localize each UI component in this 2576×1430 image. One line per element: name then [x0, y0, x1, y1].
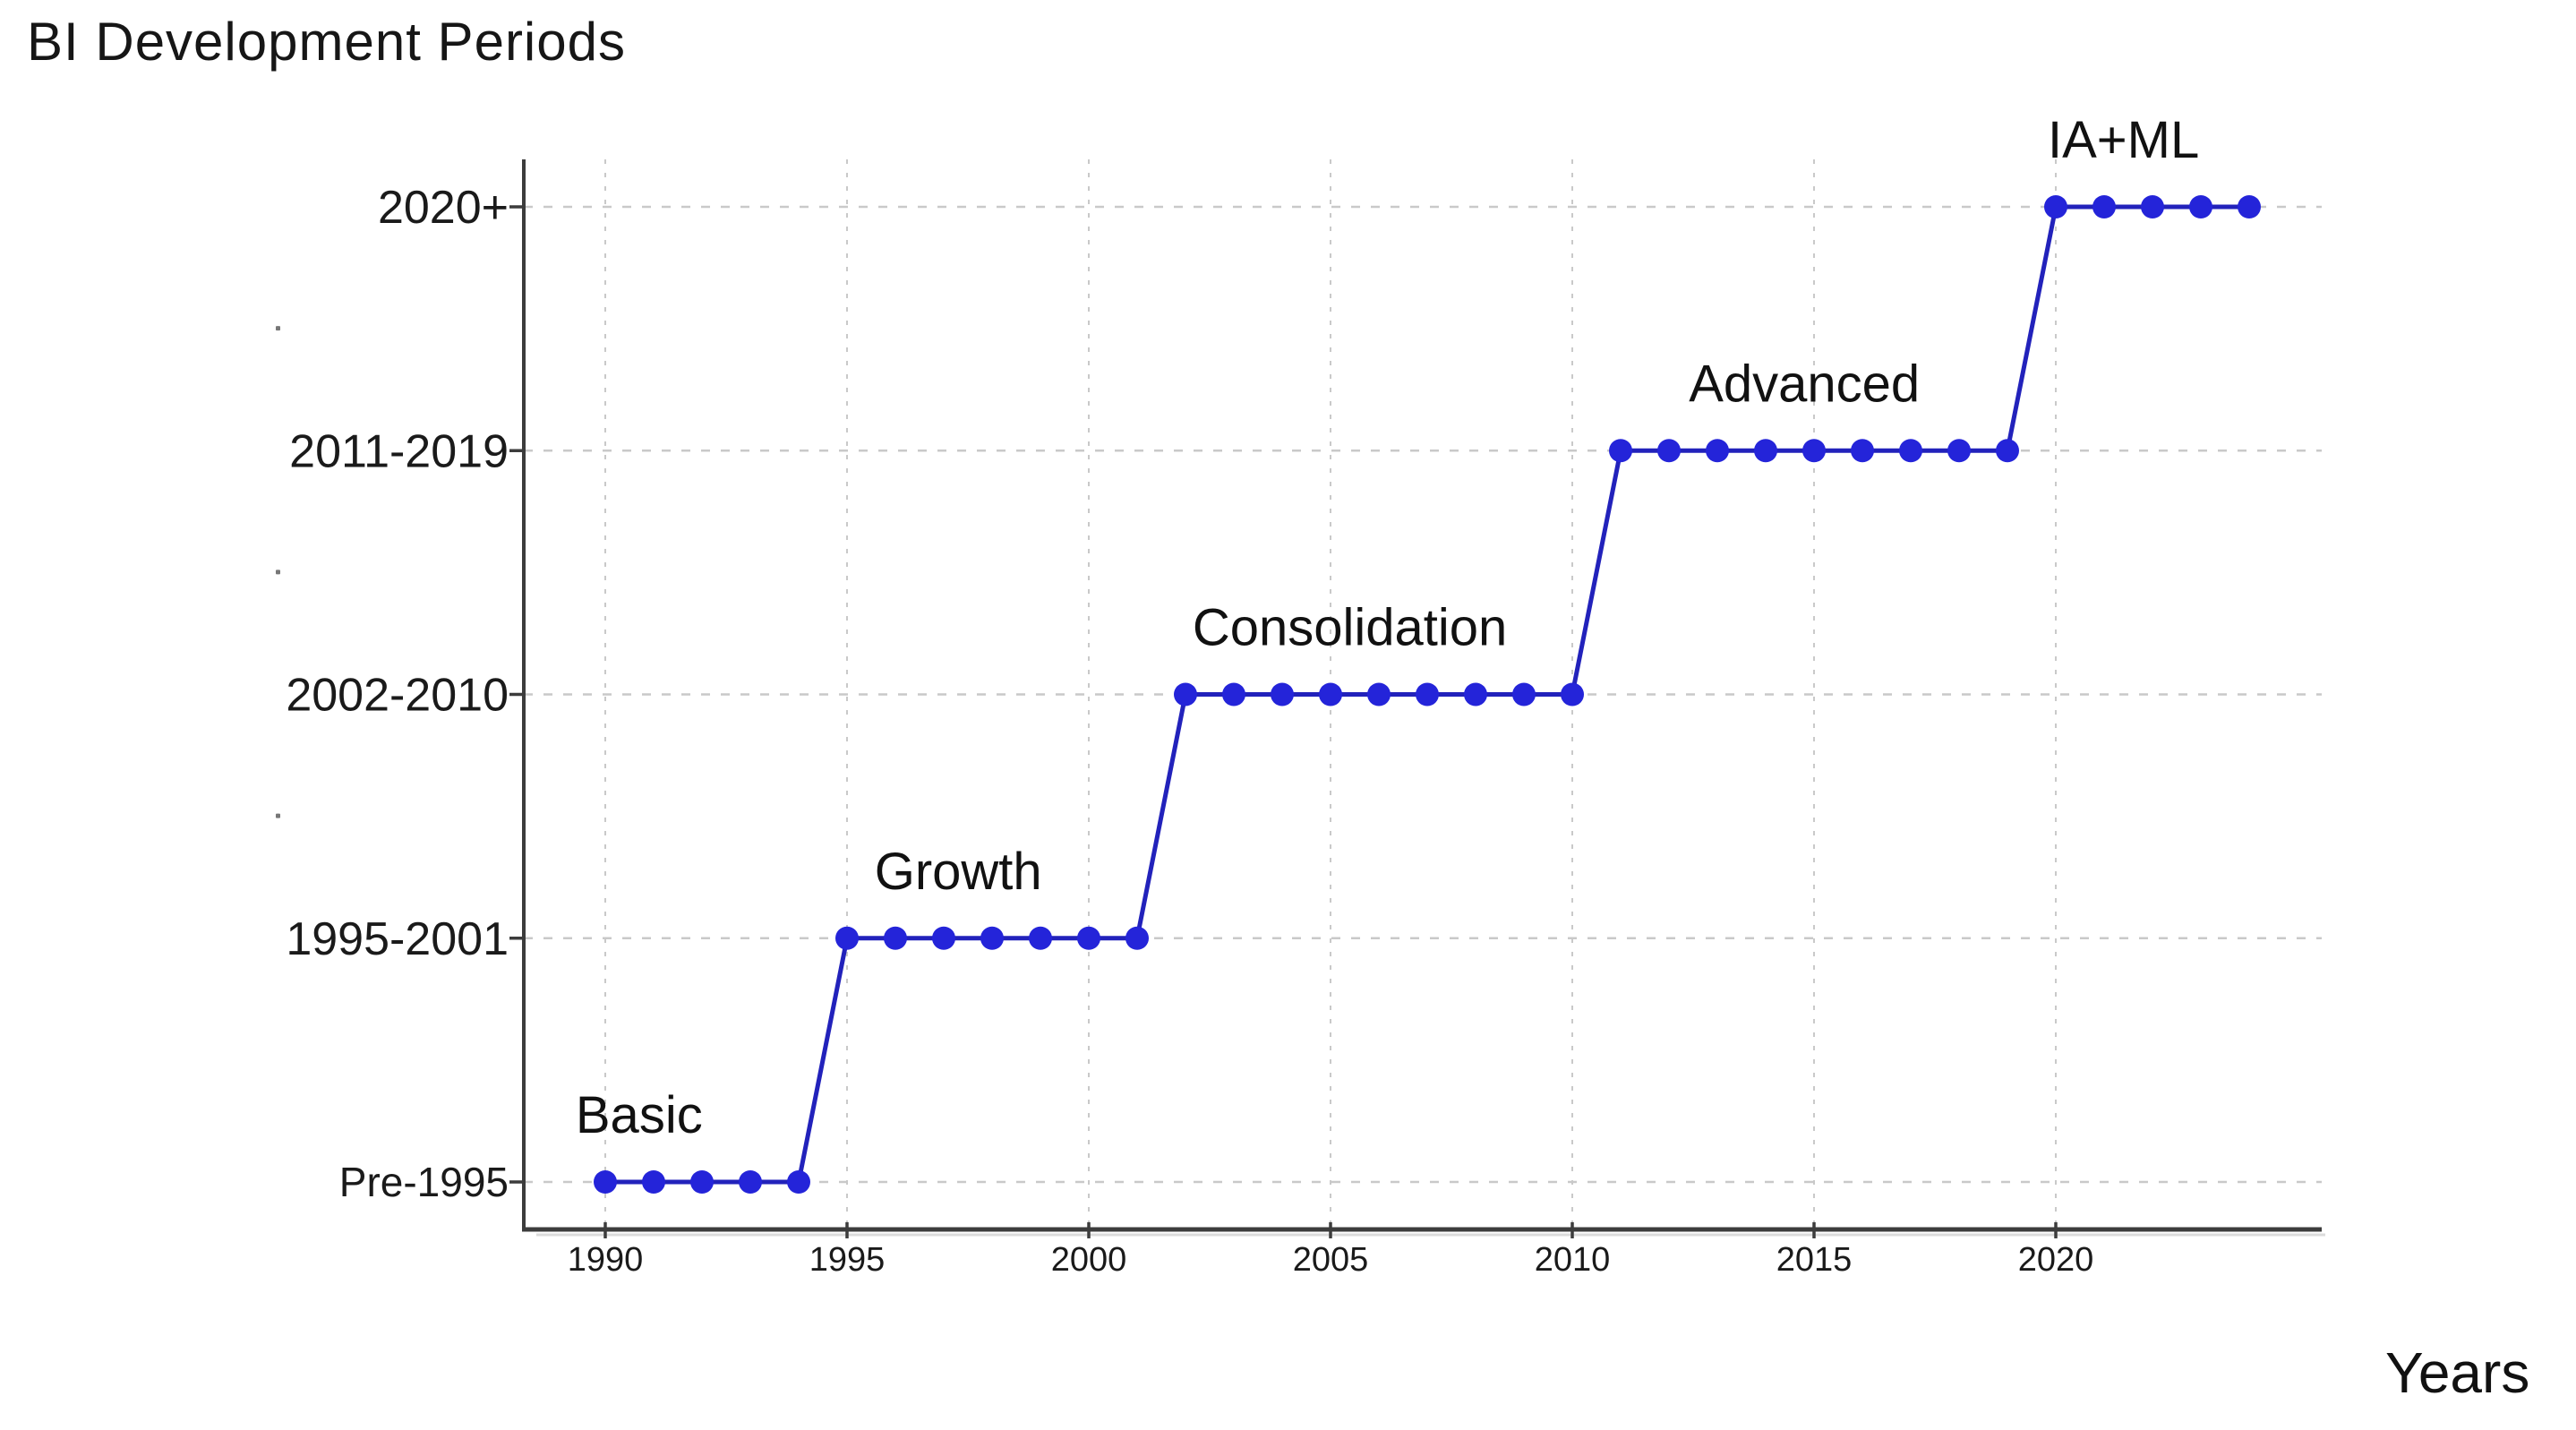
- x-tick-label: 2015: [1776, 1241, 1853, 1279]
- data-point: [835, 926, 859, 950]
- stage-annotation: Growth: [875, 843, 1042, 901]
- y-tick-label: 2002-2010: [286, 670, 509, 722]
- data-point: [1319, 682, 1342, 706]
- data-point: [884, 926, 907, 950]
- data-point: [2141, 195, 2164, 218]
- data-point: [1174, 682, 1197, 706]
- data-point: [1996, 439, 2019, 463]
- minor-tick-speck: [276, 569, 280, 575]
- data-point: [2044, 195, 2067, 218]
- data-point: [932, 926, 955, 950]
- y-tick-label: 1995-2001: [286, 913, 509, 965]
- x-tick-label: 1990: [568, 1241, 644, 1279]
- stage-annotation: IA+ML: [2048, 111, 2199, 169]
- x-tick-label: 2005: [1293, 1241, 1369, 1279]
- minor-tick-speck: [276, 813, 280, 818]
- data-point: [1367, 682, 1391, 706]
- data-point: [690, 1170, 714, 1194]
- data-point: [1851, 439, 1874, 463]
- data-point: [1125, 926, 1149, 950]
- data-point: [2092, 195, 2116, 218]
- y-tick-label: 2011-2019: [289, 425, 509, 477]
- data-point: [1512, 682, 1536, 706]
- data-point: [980, 926, 1004, 950]
- stage-annotation: Consolidation: [1193, 599, 1507, 657]
- data-point: [1464, 682, 1487, 706]
- y-tick-label: Pre-1995: [339, 1159, 509, 1205]
- x-axis-title: Years: [2385, 1340, 2530, 1405]
- data-point: [594, 1170, 617, 1194]
- x-tick-label: 2010: [1535, 1241, 1611, 1279]
- x-tick-label: 2020: [2018, 1241, 2094, 1279]
- data-point: [1706, 439, 1729, 463]
- data-point: [1222, 682, 1245, 706]
- data-point: [1802, 439, 1826, 463]
- data-point: [739, 1170, 762, 1194]
- y-tick-label: 2020+: [378, 182, 509, 234]
- data-point: [1029, 926, 1052, 950]
- chart-title: BI Development Periods: [27, 12, 626, 72]
- data-point: [787, 1170, 810, 1194]
- data-point: [1609, 439, 1632, 463]
- data-point: [1899, 439, 1922, 463]
- minor-tick-speck: [276, 326, 280, 331]
- data-point: [1561, 682, 1584, 706]
- data-point: [1657, 439, 1681, 463]
- data-point: [1271, 682, 1294, 706]
- data-point: [642, 1170, 665, 1194]
- data-point: [1947, 439, 1971, 463]
- data-point: [1754, 439, 1777, 463]
- data-point: [1077, 926, 1100, 950]
- data-point: [1416, 682, 1439, 706]
- data-point: [2189, 195, 2212, 218]
- stage-annotation: Basic: [576, 1086, 703, 1144]
- x-tick-label: 1995: [809, 1241, 886, 1279]
- data-point: [2238, 195, 2261, 218]
- x-tick-label: 2000: [1051, 1241, 1127, 1279]
- stage-annotation: Advanced: [1689, 355, 1920, 413]
